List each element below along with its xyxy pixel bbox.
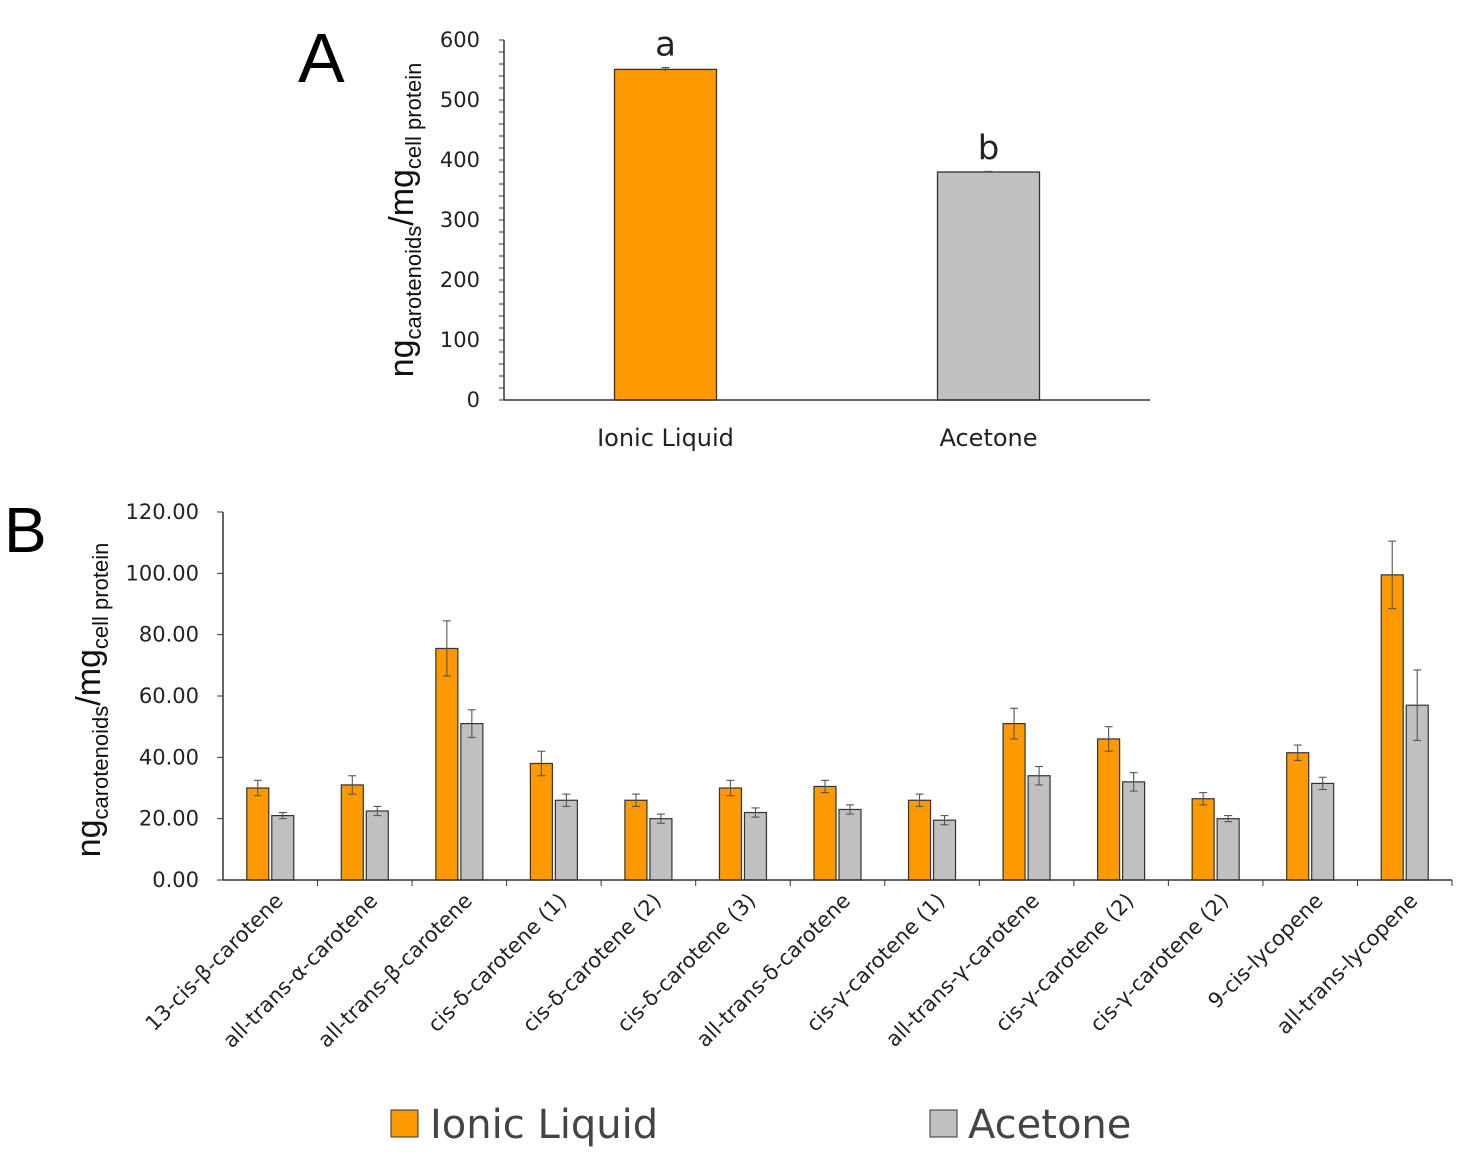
bar-acetone-10 [1216, 818, 1240, 881]
panel-b-x-tick-labels: 13-cis-β-caroteneall-trans-α-caroteneall… [141, 889, 1423, 1053]
panel-b-letter: B [4, 494, 47, 566]
bar-acetone-7 [932, 819, 957, 881]
legend-swatch-acetone [929, 1109, 958, 1138]
panel-a-y-axis-title: ngcarotenoids/mgcell protein [383, 63, 426, 378]
bar-acetone-2 [460, 722, 484, 881]
bar-ionic-liquid-8 [1002, 722, 1026, 881]
significance-label-acetone: b [978, 128, 1000, 168]
x-tick-label-2: all-trans-β-carotene [313, 889, 477, 1053]
bar-ionic-liquid-7 [907, 799, 932, 881]
bar-ionic-liquid-5 [718, 787, 743, 881]
x-tick-label-6: all-trans-δ-carotene [692, 889, 855, 1052]
panel-b-y-ticks: 0.00 20.00 40.00 60.00 80.00 100.00 120.00 [126, 500, 1453, 892]
significance-label-ionic-liquid: a [655, 25, 676, 65]
panel-a-y-tick-label: 300 [440, 208, 480, 232]
bar-ionic-liquid-9 [1097, 738, 1121, 881]
panel-a-bars: ab [613, 25, 1041, 401]
panel-b-y-axis-title: ngcarotenoids/mgcell protein [70, 543, 113, 858]
bar-ionic-liquid-3 [529, 762, 553, 881]
legend-item-acetone: Acetone [929, 1102, 1131, 1148]
bar-acetone-0 [271, 814, 295, 881]
bar-acetone-11 [1311, 782, 1335, 881]
bar-acetone-8 [1027, 775, 1051, 881]
bar-ionic-liquid-0 [246, 787, 270, 881]
bar-ionic-liquid-2 [435, 647, 459, 881]
legend: Ionic Liquid Acetone [390, 1102, 1131, 1148]
panel-a-y-tick-label: 200 [440, 268, 480, 292]
x-tick-label-ionic-liquid: Ionic Liquid [597, 424, 734, 452]
bar-ionic-liquid-4 [624, 799, 648, 881]
panel-b-y-tick-label: 0.00 [152, 868, 199, 892]
panel-b-y-tick-label: 40.00 [139, 745, 199, 769]
legend-label-acetone: Acetone [968, 1102, 1131, 1148]
legend-label-ionic-liquid: Ionic Liquid [430, 1102, 658, 1148]
panel-a-y-ticks: 0 100 200 300 400 500 600 [440, 28, 504, 412]
bar-acetone-4 [649, 818, 673, 881]
x-tick-label-8: all-trans-γ-carotene [881, 889, 1044, 1052]
panel-a-y-tick-label: 400 [440, 148, 480, 172]
panel-a: A ngcarotenoids/mgcell protein 0 100 200 30… [298, 19, 1150, 452]
bar-acetone-6 [838, 808, 862, 881]
x-tick-label-acetone: Acetone [939, 424, 1037, 452]
bar-ionic-liquid [613, 68, 718, 401]
panel-b-y-tick-label: 120.00 [126, 500, 199, 524]
bar-acetone [936, 171, 1041, 401]
legend-swatch-ionic-liquid [390, 1109, 419, 1138]
panel-a-letter: A [298, 19, 345, 97]
panel-a-y-tick-label: 600 [440, 28, 480, 52]
panel-a-y-tick-label: 0 [467, 388, 480, 412]
panel-b-y-tick-label: 20.00 [139, 807, 199, 831]
bar-acetone-9 [1122, 781, 1146, 881]
bar-ionic-liquid-12 [1380, 574, 1404, 881]
x-tick-label-1: all-trans-α-carotene [218, 889, 382, 1053]
panel-a-y-tick-label: 500 [440, 88, 480, 112]
bar-acetone-3 [554, 799, 578, 881]
bar-ionic-liquid-10 [1191, 798, 1215, 881]
panel-b-y-tick-label: 100.00 [126, 561, 199, 585]
bar-ionic-liquid-1 [340, 784, 364, 881]
panel-a-y-tick-label: 100 [440, 328, 480, 352]
panel-b: B ngcarotenoids/mgcell protein 0.00 20.00… [4, 494, 1453, 1053]
panel-b-y-tick-label: 80.00 [139, 623, 199, 647]
panel-a-x-tick-labels: Ionic Liquid Acetone [597, 424, 1037, 452]
bar-ionic-liquid-11 [1286, 752, 1310, 881]
bar-ionic-liquid-6 [813, 785, 837, 881]
panel-b-y-tick-label: 60.00 [139, 684, 199, 708]
bar-acetone-5 [743, 811, 768, 881]
bar-acetone-1 [365, 810, 389, 881]
panel-b-bars [246, 540, 1429, 881]
legend-item-ionic-liquid: Ionic Liquid [390, 1102, 658, 1148]
